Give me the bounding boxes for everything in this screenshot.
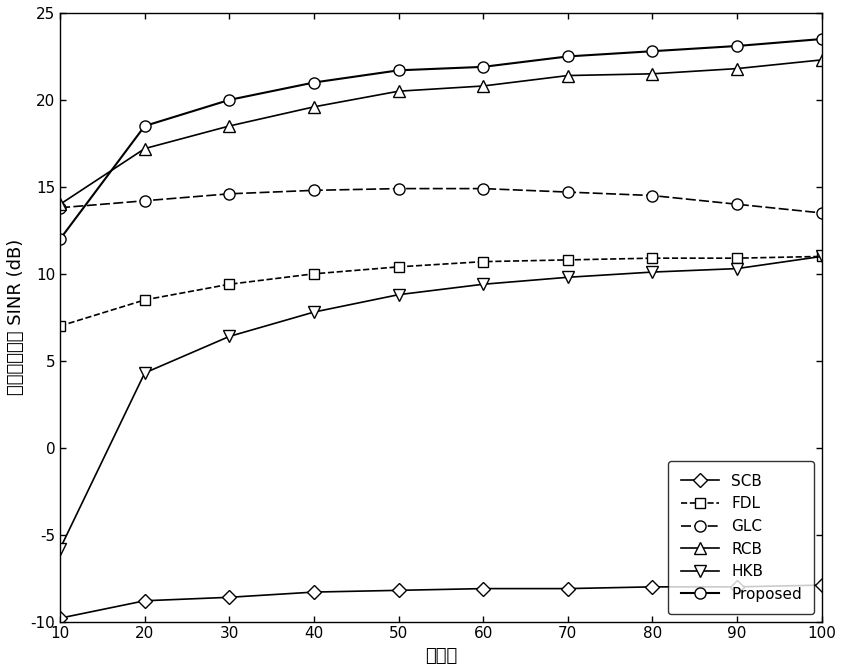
X-axis label: 快拍数: 快拍数 bbox=[425, 647, 457, 665]
HKB bbox=[140, 369, 150, 377]
RCB bbox=[55, 200, 65, 208]
HKB bbox=[563, 274, 573, 282]
FDL bbox=[647, 254, 658, 262]
SCB bbox=[224, 593, 234, 601]
Proposed bbox=[140, 122, 150, 130]
FDL bbox=[55, 322, 65, 330]
GLC bbox=[563, 188, 573, 196]
GLC bbox=[140, 197, 150, 205]
SCB bbox=[563, 585, 573, 593]
Line: FDL: FDL bbox=[56, 251, 826, 331]
GLC bbox=[55, 204, 65, 212]
SCB bbox=[817, 581, 827, 589]
GLC bbox=[309, 186, 319, 194]
Legend: SCB, FDL, GLC, RCB, HKB, Proposed: SCB, FDL, GLC, RCB, HKB, Proposed bbox=[668, 462, 814, 614]
GLC bbox=[224, 190, 234, 198]
GLC bbox=[732, 200, 742, 208]
Line: GLC: GLC bbox=[55, 183, 827, 218]
SCB bbox=[394, 586, 404, 594]
HKB bbox=[55, 544, 65, 552]
Line: Proposed: Proposed bbox=[55, 34, 827, 245]
Y-axis label: 输出信干噪比 SINR (dB): 输出信干噪比 SINR (dB) bbox=[7, 239, 25, 395]
Line: RCB: RCB bbox=[55, 54, 827, 210]
Proposed bbox=[647, 47, 658, 55]
HKB bbox=[224, 333, 234, 341]
FDL bbox=[732, 254, 742, 262]
SCB bbox=[647, 583, 658, 591]
RCB bbox=[224, 122, 234, 130]
RCB bbox=[394, 87, 404, 95]
HKB bbox=[817, 253, 827, 261]
SCB bbox=[478, 585, 488, 593]
Line: SCB: SCB bbox=[56, 580, 826, 623]
HKB bbox=[309, 308, 319, 316]
Proposed bbox=[817, 35, 827, 43]
FDL bbox=[817, 253, 827, 261]
FDL bbox=[140, 296, 150, 304]
SCB bbox=[55, 614, 65, 622]
GLC bbox=[394, 185, 404, 193]
FDL bbox=[394, 263, 404, 271]
Line: HKB: HKB bbox=[55, 251, 827, 554]
HKB bbox=[647, 268, 658, 276]
RCB bbox=[647, 70, 658, 78]
FDL bbox=[309, 269, 319, 278]
FDL bbox=[563, 256, 573, 264]
Proposed bbox=[55, 235, 65, 243]
HKB bbox=[732, 265, 742, 273]
Proposed bbox=[478, 62, 488, 71]
RCB bbox=[817, 56, 827, 64]
GLC bbox=[817, 209, 827, 217]
Proposed bbox=[224, 96, 234, 104]
FDL bbox=[224, 280, 234, 288]
RCB bbox=[563, 71, 573, 79]
FDL bbox=[478, 257, 488, 265]
RCB bbox=[732, 65, 742, 73]
Proposed bbox=[563, 52, 573, 60]
HKB bbox=[394, 291, 404, 299]
RCB bbox=[478, 82, 488, 90]
SCB bbox=[732, 583, 742, 591]
HKB bbox=[478, 280, 488, 288]
Proposed bbox=[394, 67, 404, 75]
GLC bbox=[647, 192, 658, 200]
Proposed bbox=[309, 79, 319, 87]
RCB bbox=[140, 144, 150, 153]
SCB bbox=[140, 597, 150, 605]
RCB bbox=[309, 103, 319, 111]
SCB bbox=[309, 588, 319, 596]
GLC bbox=[478, 185, 488, 193]
Proposed bbox=[732, 42, 742, 50]
